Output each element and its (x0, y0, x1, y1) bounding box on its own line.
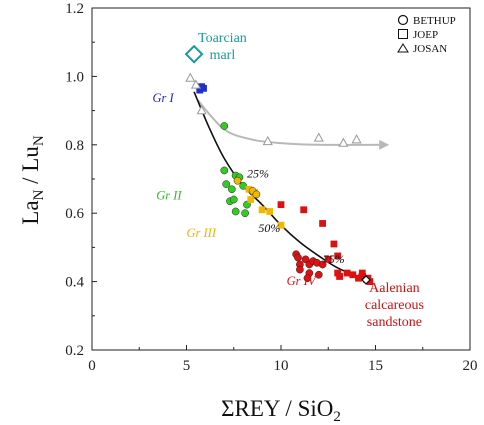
data-point-triangle (185, 72, 196, 82)
data-point-circle (301, 255, 310, 264)
data-point-square (196, 86, 204, 94)
group-label: Gr II (156, 189, 182, 203)
data-point-circle (222, 180, 231, 188)
y-tick-label: 0.8 (65, 138, 84, 154)
y-tick-label: 0.2 (65, 343, 84, 359)
end-member-annotation: Aalenian (369, 281, 420, 296)
data-point-square (200, 84, 207, 92)
data-point-triangle (190, 79, 201, 89)
y-axis-title-mid: / Lu (18, 146, 43, 190)
data-point-circle (220, 122, 229, 130)
group-label: Gr IV (287, 274, 317, 288)
chart-labels: Gr I Gr II Gr III Gr IV 25% 50% 75% Toarcian mar… (152, 31, 423, 330)
y-tick-label: 0.4 (65, 275, 84, 291)
data-point-square (247, 196, 255, 203)
legend-circle-marker (397, 14, 409, 26)
toarcian-marl-marker (184, 44, 204, 64)
end-member-annotation: Toarcian (198, 31, 247, 46)
data-point-square (358, 269, 366, 277)
data-point-square (343, 269, 351, 277)
x-tick-label: 15 (368, 358, 383, 374)
x-axis-title: ΣREY / SiO2 (221, 396, 341, 425)
data-point-circle (303, 274, 312, 283)
x-tick-label: 5 (183, 358, 191, 374)
y-tick-label: 1.0 (65, 69, 84, 85)
data-point-square (324, 255, 332, 263)
data-point-square (266, 208, 274, 215)
data-point-triangle (313, 132, 324, 142)
data-point-square (334, 269, 342, 277)
y-axis-title: LaN / LuN (18, 135, 47, 225)
x-tick-label: 20 (463, 358, 478, 374)
end-member-annotation: marl (210, 48, 236, 63)
mixing-percent-label: 75% (323, 252, 345, 266)
legend-triangle-marker (397, 43, 409, 53)
data-point-circle (241, 209, 249, 218)
group-label: Gr III (187, 226, 217, 240)
x-axis-title-sub: 2 (333, 409, 341, 425)
data-point-triangle (196, 105, 207, 115)
axis-ticks: 0 5 10 15 20 0.2 0.4 0.6 0.8 1.0 1.2 (65, 1, 477, 374)
legend-label-josan: JOSAN (413, 43, 447, 55)
data-point-triangle (262, 135, 273, 146)
data-points (184, 44, 374, 285)
group-label: Gr I (152, 91, 174, 105)
data-point-square (330, 240, 338, 248)
end-member-annotation: calcareous (365, 298, 424, 313)
legend-square-marker (398, 29, 408, 39)
y-tick-label: 1.2 (65, 1, 84, 17)
data-point-circle (231, 207, 240, 216)
data-point-circle (239, 181, 248, 190)
mixing-percent-label: 50% (258, 221, 280, 235)
y-tick-label: 0.6 (65, 206, 84, 222)
josan-trend-arrowhead (379, 139, 390, 150)
legend-label-joep: JOEP (413, 29, 438, 41)
x-axis-title-main: ΣREY / SiO (221, 396, 333, 421)
data-point-circle (252, 190, 261, 199)
y-axis-title-sub2: N (31, 135, 47, 146)
data-point-circle (318, 260, 327, 269)
mixing-percent-label: 25% (247, 166, 269, 180)
data-point-square (336, 273, 343, 280)
data-point-square (277, 201, 285, 209)
aalenian-sandstone-marker (361, 275, 371, 285)
data-point-circle (229, 195, 238, 204)
data-point-square (319, 220, 326, 227)
x-tick-label: 0 (88, 358, 96, 374)
legend-label-bethup: BETHUP (413, 15, 456, 27)
data-point-square (245, 185, 253, 193)
data-point-circle (228, 185, 236, 194)
data-point-square (349, 271, 357, 279)
y-axis-title-main: La (18, 200, 43, 224)
data-point-triangle (338, 137, 349, 147)
data-point-square (355, 274, 362, 282)
data-point-circle (296, 265, 304, 274)
legend: BETHUP JOEP JOSAN (397, 14, 456, 55)
data-point-circle (220, 166, 229, 175)
data-point-circle (314, 270, 323, 279)
data-point-square (366, 278, 374, 285)
data-point-triangle (351, 134, 362, 144)
x-tick-label: 10 (274, 358, 289, 374)
end-member-annotation: sandstone (367, 315, 422, 330)
y-axis-title-sub1: N (31, 189, 47, 200)
data-point-square (334, 252, 342, 260)
data-point-circle (294, 253, 302, 262)
data-point-square (258, 206, 266, 214)
data-point-square (300, 206, 308, 214)
data-point-square (277, 221, 285, 229)
data-point-circle (233, 176, 242, 185)
